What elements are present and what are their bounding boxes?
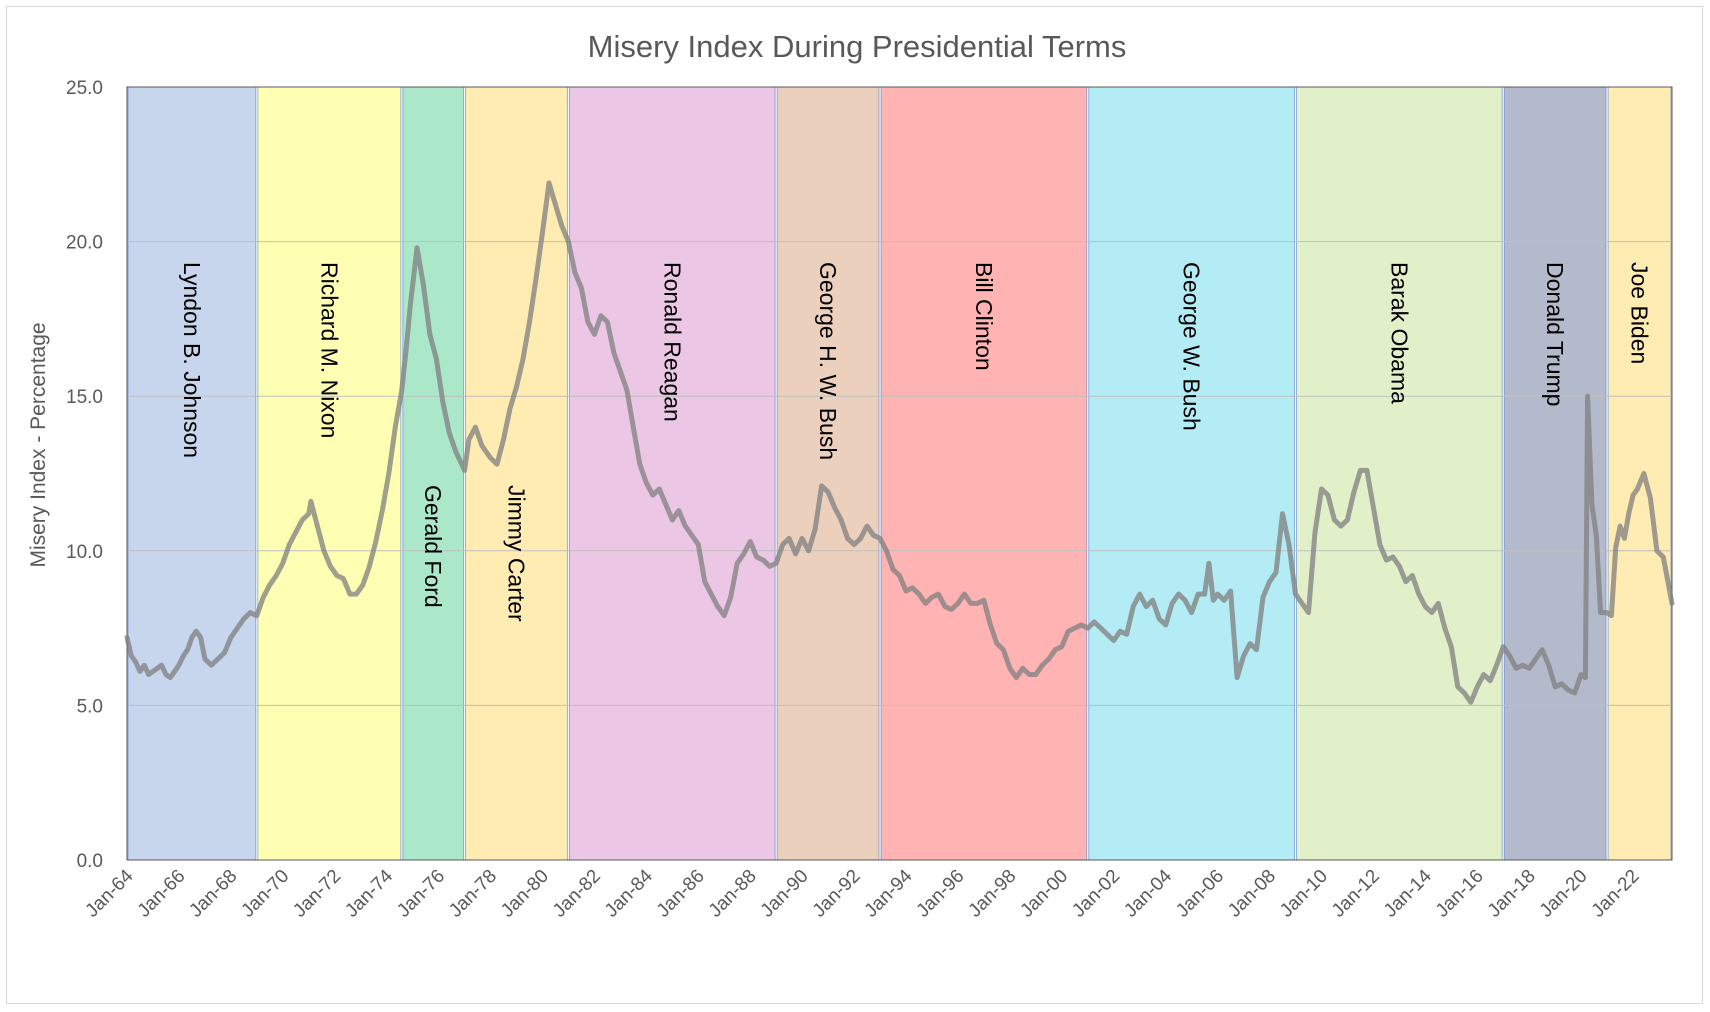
x-tick-label: Jan-64 <box>82 865 138 921</box>
x-tick-label: Jan-98 <box>964 866 1020 922</box>
term-band <box>257 86 402 861</box>
term-band <box>127 86 257 861</box>
term-label: George W. Bush <box>1179 262 1205 431</box>
y-axis-label: Misery Index - Percentage <box>27 322 50 567</box>
x-tick-label: Jan-20 <box>1536 866 1592 922</box>
x-tick-label: Jan-96 <box>913 866 969 922</box>
x-tick-label: Jan-94 <box>861 865 917 921</box>
term-label: Joe Biden <box>1627 262 1653 364</box>
y-tick-label: 5.0 <box>77 696 103 717</box>
plot-area-border <box>126 86 1673 861</box>
term-band <box>880 86 1088 861</box>
term-label: Barak Obama <box>1386 262 1412 404</box>
x-tick-label: Jan-74 <box>341 865 397 921</box>
x-tick-label: Jan-92 <box>809 866 865 922</box>
x-tick-label: Jan-14 <box>1380 865 1436 921</box>
term-label: George H. W. Bush <box>815 262 841 460</box>
y-tick-label: 15.0 <box>66 387 103 408</box>
x-tick-label: Jan-66 <box>134 866 190 922</box>
x-tick-label: Jan-78 <box>445 866 501 922</box>
y-axis-ticks: 0.0 5.0 10.0 15.0 20.0 25.0 <box>66 78 103 872</box>
term-band <box>402 86 465 861</box>
chart-title: Misery Index During Presidential Terms <box>588 29 1127 64</box>
x-tick-label: Jan-76 <box>393 866 449 922</box>
term-label: Ronald Reagan <box>659 262 685 422</box>
x-tick-label: Jan-04 <box>1120 865 1176 921</box>
term-label: Jimmy Carter <box>503 485 529 622</box>
x-tick-label: Jan-00 <box>1016 866 1072 922</box>
y-tick-label: 20.0 <box>66 233 103 254</box>
term-label: Richard M. Nixon <box>316 262 342 438</box>
presidential-terms <box>127 86 1672 861</box>
term-band <box>1088 86 1295 861</box>
x-tick-label: Jan-08 <box>1224 866 1280 922</box>
misery-index-line <box>124 180 1675 705</box>
term-labels: Lyndon B. Johnson Richard M. Nixon Gerald … <box>179 262 1653 622</box>
misery-index-series <box>124 180 1675 705</box>
term-band <box>568 86 776 861</box>
x-tick-label: Jan-88 <box>705 866 761 922</box>
x-tick-label: Jan-10 <box>1276 866 1332 922</box>
term-band <box>776 86 880 861</box>
x-tick-label: Jan-72 <box>289 866 345 922</box>
x-tick-label: Jan-86 <box>653 866 709 922</box>
x-tick-label: Jan-84 <box>601 865 657 921</box>
y-tick-label: 25.0 <box>66 78 103 99</box>
term-band <box>1607 86 1672 861</box>
x-tick-label: Jan-90 <box>757 866 813 922</box>
x-tick-label: Jan-18 <box>1484 866 1540 922</box>
term-label: Bill Clinton <box>971 262 997 371</box>
x-tick-label: Jan-16 <box>1432 866 1488 922</box>
x-tick-label: Jan-82 <box>549 866 605 922</box>
x-tick-label: Jan-68 <box>185 866 241 922</box>
x-tick-label: Jan-12 <box>1328 866 1384 922</box>
y-tick-label: 10.0 <box>66 542 103 563</box>
x-tick-label: Jan-70 <box>237 866 293 922</box>
gridlines <box>126 86 1673 861</box>
y-tick-label: 0.0 <box>77 851 103 872</box>
term-label: Donald Trump <box>1542 262 1568 406</box>
term-band <box>1295 86 1503 861</box>
x-axis-ticks: Jan-64Jan-66Jan-68Jan-70Jan-72Jan-74Jan-… <box>82 865 1644 921</box>
term-label: Gerald Ford <box>420 485 446 608</box>
x-tick-label: Jan-80 <box>497 866 553 922</box>
x-tick-label: Jan-02 <box>1068 866 1124 922</box>
x-tick-label: Jan-22 <box>1588 866 1644 922</box>
term-label: Lyndon B. Johnson <box>179 262 205 458</box>
x-tick-label: Jan-06 <box>1172 866 1228 922</box>
term-band <box>465 86 568 861</box>
